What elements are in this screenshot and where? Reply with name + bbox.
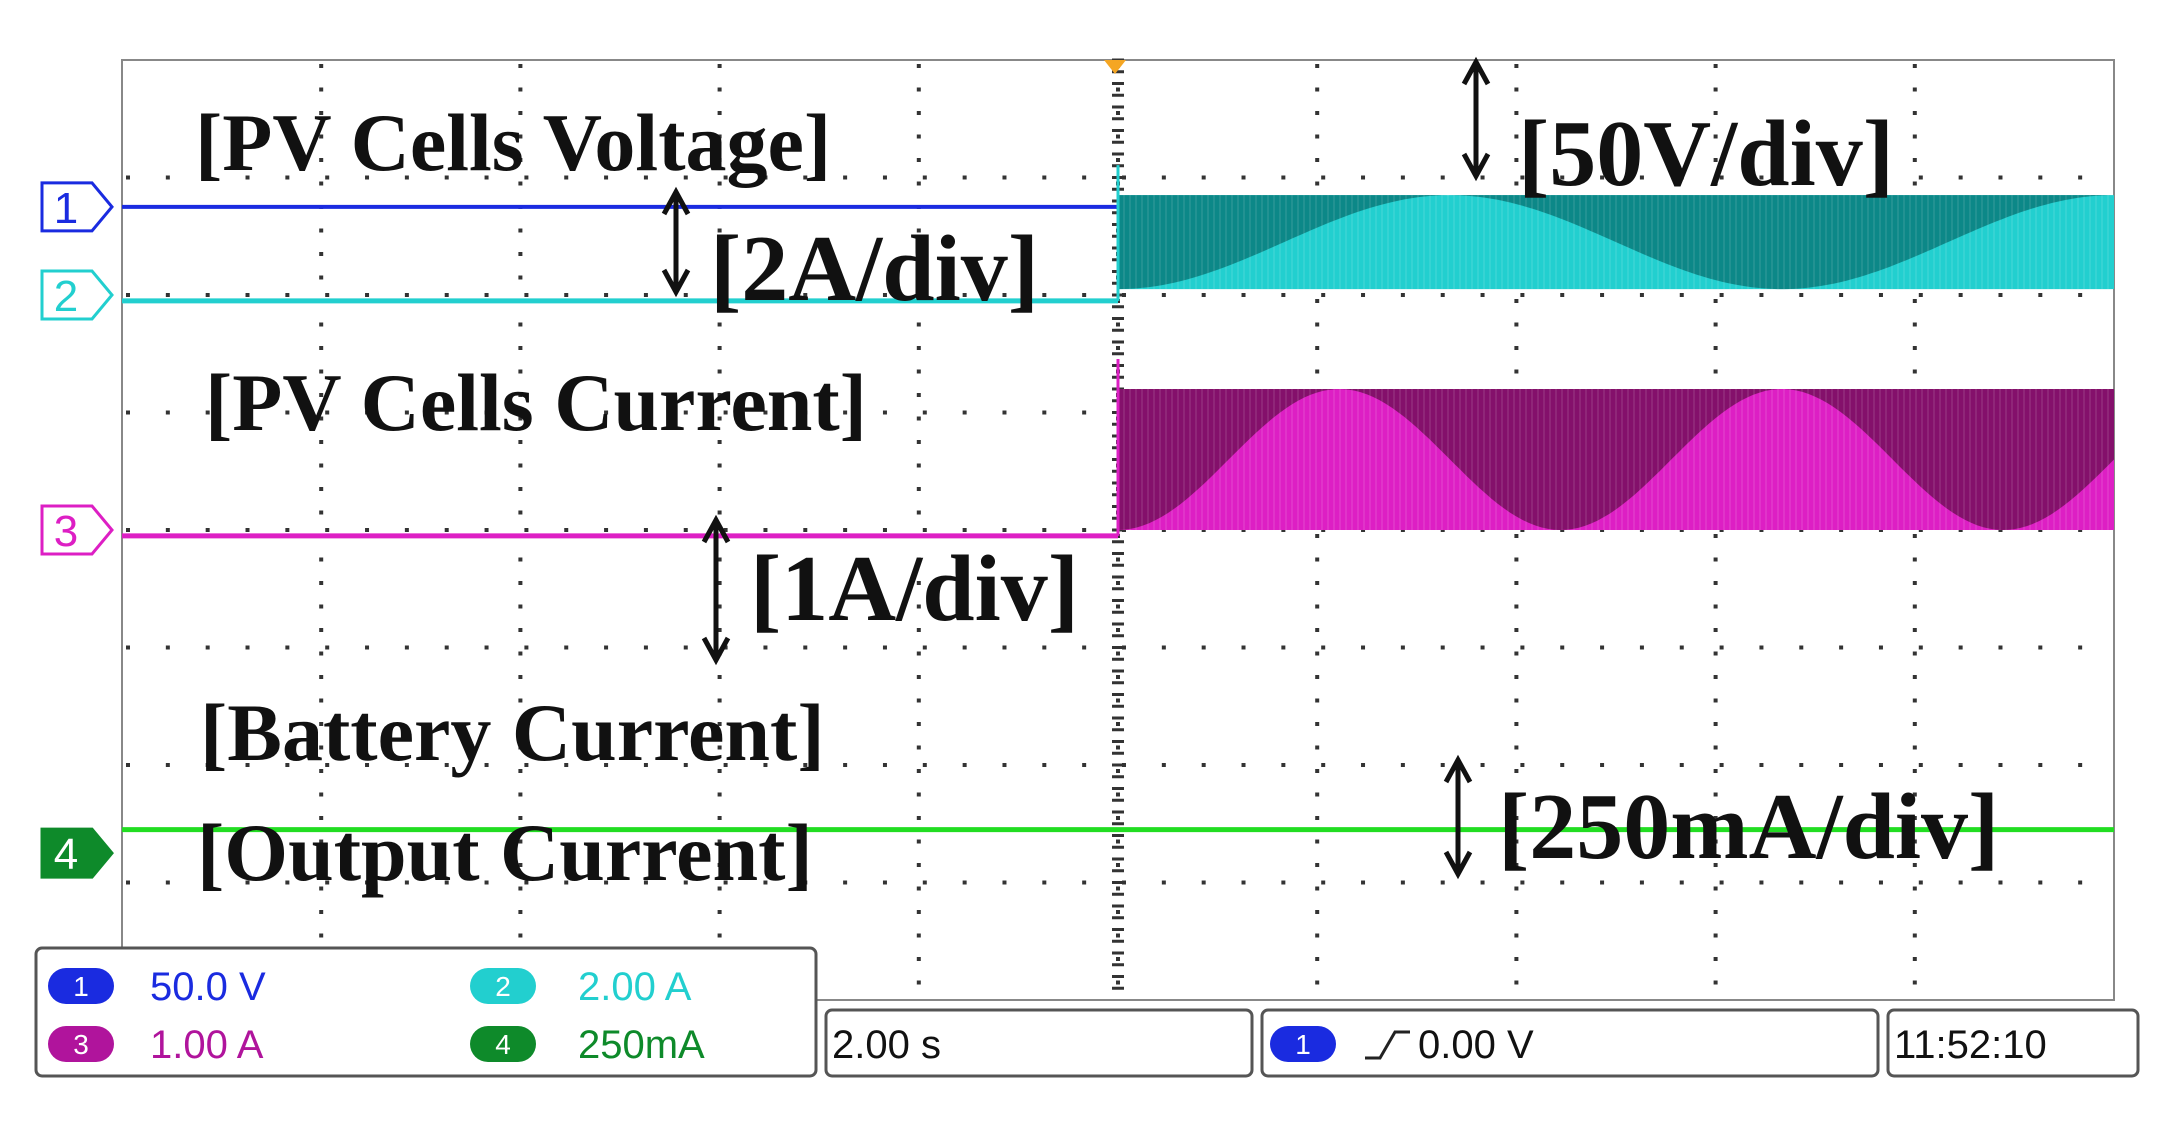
ch4-badge (470, 1026, 536, 1062)
pv-voltage-label: [PV Cells Voltage] (195, 97, 831, 188)
trace-ch2-envelope (1118, 195, 2114, 290)
svg-text:1: 1 (1295, 1029, 1311, 1060)
battery-current-scale-label: [1A/div] (750, 537, 1079, 641)
output-current-scale-label: [250mA/div] (1498, 775, 1999, 879)
timebase-panel (824, 1008, 1254, 1078)
annotations: [PV Cells Voltage] [PV Cells Current] [B… (195, 56, 1999, 898)
channel-markers: 1 2 3 4 (40, 181, 114, 879)
ch2-marker-label: 2 (54, 272, 78, 321)
battery-current-label: [Battery Current] (200, 687, 825, 778)
ch1-scale: 1 50.0 V (48, 965, 266, 1009)
ch1-marker (40, 181, 114, 233)
ch3-scale-value: 1.00 A (150, 1023, 264, 1067)
ch1-marker-label: 1 (54, 184, 78, 233)
clock-value: 11:52:10 (1894, 1023, 2047, 1067)
ch4-marker (40, 827, 114, 879)
scale-arrow-3 (701, 514, 731, 666)
trace-ch3 (122, 359, 2114, 539)
ch3-scale: 3 1.00 A (48, 1023, 264, 1067)
trace-ch2 (122, 165, 2114, 304)
svg-text:3: 3 (73, 1029, 89, 1060)
ch4-marker-label: 4 (54, 830, 78, 879)
ch4-scale-value: 250mA (578, 1023, 705, 1067)
pv-current-scale-label: [2A/div] (710, 217, 1039, 321)
ch1-scale-value: 50.0 V (150, 965, 266, 1009)
svg-text:1: 1 (73, 971, 89, 1002)
ch2-scale-value: 2.00 A (578, 965, 692, 1009)
ch3-marker-label: 3 (54, 507, 78, 556)
clock-panel (1886, 1008, 2140, 1078)
rising-edge-icon (1365, 1030, 1410, 1060)
ch1-badge (48, 968, 114, 1004)
trigger-channel-badge (1270, 1026, 1336, 1062)
traces (122, 165, 2114, 833)
svg-text:2: 2 (495, 971, 511, 1002)
status-bar: 1 50.0 V 2 2.00 A 3 1.00 A 4 250mA 2.00 … (34, 946, 2140, 1078)
trigger-level-value: 0.00 V (1418, 1023, 1534, 1067)
ch3-badge (48, 1026, 114, 1062)
ch2-marker (40, 269, 114, 321)
channel-scale-panel (34, 946, 818, 1078)
svg-text:4: 4 (495, 1029, 511, 1060)
trace-ch3-envelope (1118, 389, 2114, 530)
ch2-badge (470, 968, 536, 1004)
ch3-marker (40, 504, 114, 556)
voltage-scale-label: [50V/div] (1518, 102, 1894, 206)
ch2-scale: 2 2.00 A (470, 965, 692, 1009)
pv-current-label: [PV Cells Current] (205, 357, 867, 448)
trigger-position-marker (1104, 60, 1126, 74)
output-current-label: [Output Current] (197, 807, 813, 898)
trigger-panel (1260, 1008, 1880, 1078)
scale-arrow-1 (1461, 56, 1491, 182)
ch4-scale: 4 250mA (470, 1023, 705, 1067)
scale-arrow-4 (1443, 754, 1473, 880)
timebase-value: 2.00 s (832, 1023, 941, 1067)
scale-arrow-2 (661, 186, 691, 298)
